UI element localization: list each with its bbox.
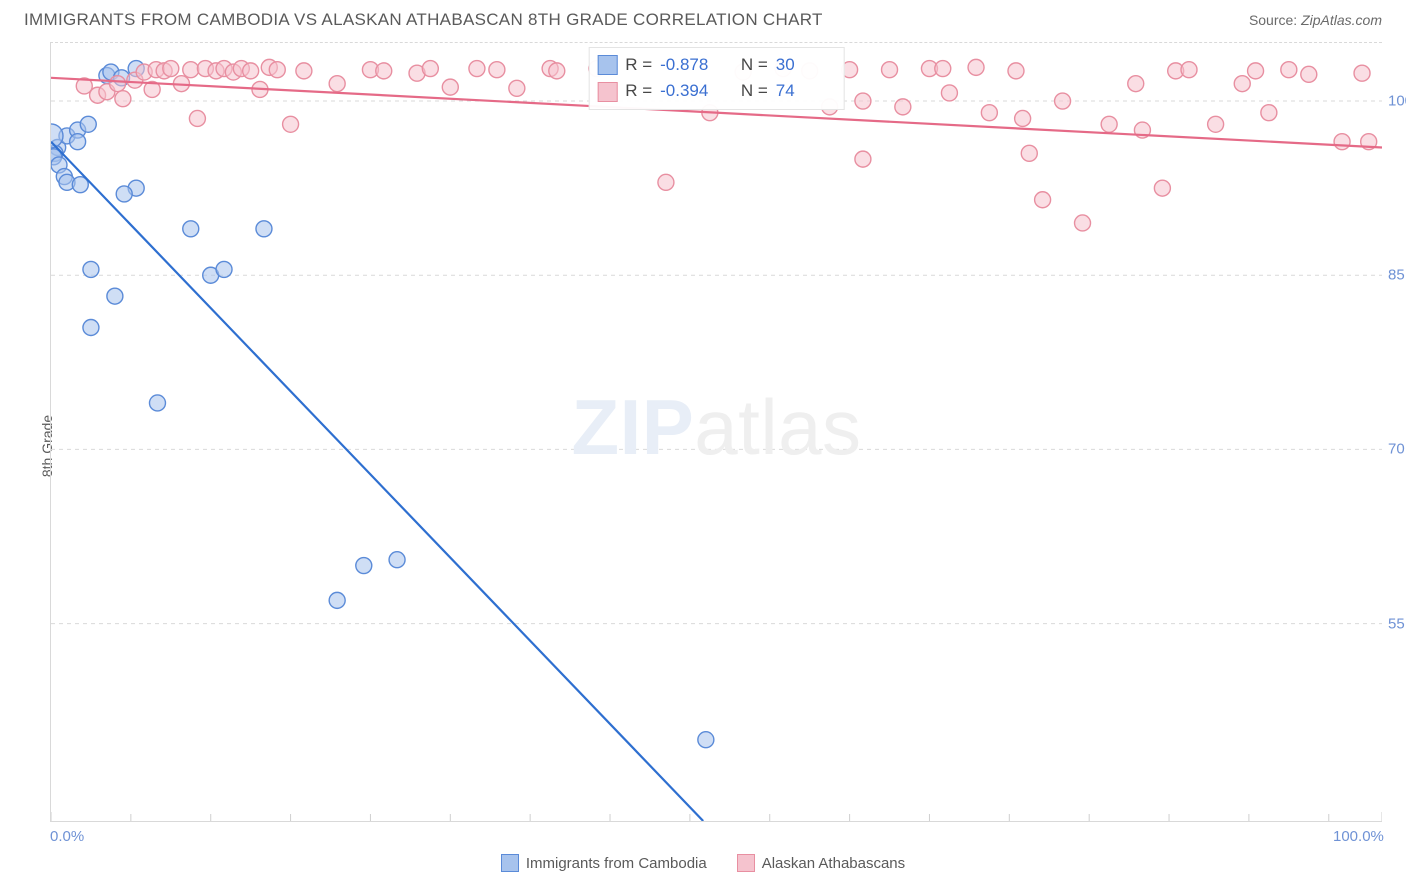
chart-area: ZIPatlas R = -0.878 N = 30 R = -0.394 N … <box>50 42 1382 822</box>
legend-item-series-1: Alaskan Athabascans <box>737 854 905 872</box>
legend-swatch-1 <box>737 854 755 872</box>
chart-source: Source: ZipAtlas.com <box>1249 12 1382 28</box>
y-tick-label: 100.0% <box>1388 93 1406 110</box>
r-label-0: R = <box>625 52 652 78</box>
n-value-1: 74 <box>776 78 836 104</box>
legend: Immigrants from Cambodia Alaskan Athabas… <box>0 854 1406 872</box>
source-value: ZipAtlas.com <box>1301 12 1382 28</box>
n-value-0: 30 <box>776 52 836 78</box>
swatch-series-1 <box>597 82 617 102</box>
stats-box: R = -0.878 N = 30 R = -0.394 N = 74 <box>588 47 845 110</box>
x-axis-labels: 0.0% 100.0% <box>50 828 1382 850</box>
plot-svg <box>51 43 1382 821</box>
r-value-1: -0.394 <box>660 78 720 104</box>
y-tick-label: 85.0% <box>1388 267 1406 284</box>
n-label-0: N = <box>741 52 768 78</box>
source-label: Source: <box>1249 12 1297 28</box>
legend-label-1: Alaskan Athabascans <box>762 855 905 872</box>
y-tick-label: 55.0% <box>1388 615 1406 632</box>
legend-swatch-0 <box>501 854 519 872</box>
x-tick-label: 100.0% <box>1333 828 1384 845</box>
legend-label-0: Immigrants from Cambodia <box>526 855 707 872</box>
legend-item-series-0: Immigrants from Cambodia <box>501 854 707 872</box>
chart-title: IMMIGRANTS FROM CAMBODIA VS ALASKAN ATHA… <box>24 10 823 30</box>
r-label-1: R = <box>625 78 652 104</box>
stats-row-series-0: R = -0.878 N = 30 <box>597 52 836 78</box>
y-tick-label: 70.0% <box>1388 441 1406 458</box>
stats-row-series-1: R = -0.394 N = 74 <box>597 78 836 104</box>
x-tick-label: 0.0% <box>50 828 84 845</box>
swatch-series-0 <box>597 55 617 75</box>
n-label-1: N = <box>741 78 768 104</box>
r-value-0: -0.878 <box>660 52 720 78</box>
